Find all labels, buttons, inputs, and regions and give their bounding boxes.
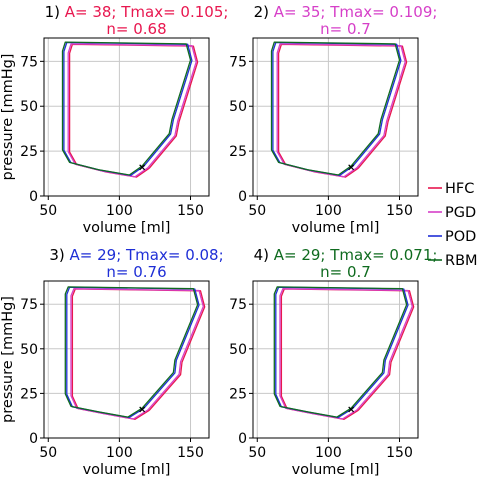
- panel-title-line2: n= 0.76: [106, 263, 166, 281]
- panel-title-params: A= 29; Tmax= 0.08;: [70, 246, 224, 264]
- panel-title-line2: n= 0.7: [320, 263, 371, 281]
- legend-label-rbm: RBM: [445, 253, 478, 269]
- y-tick-label: 0: [238, 189, 247, 205]
- series-line-pgd: [279, 288, 413, 420]
- series-line-rbm: [64, 286, 199, 418]
- panel-title-prefix: 3): [49, 246, 69, 264]
- y-tick-label: 75: [20, 297, 38, 313]
- x-tick-label: 100: [106, 203, 133, 219]
- y-tick-label: 0: [29, 431, 38, 447]
- series-line-hfc: [68, 43, 199, 178]
- marker-x: [139, 406, 146, 413]
- axes-frame: [43, 37, 210, 197]
- y-tick-label: 25: [229, 144, 247, 160]
- y-axis-label: pressure [mmHg]: [0, 54, 16, 181]
- y-tick-label: 25: [20, 386, 38, 402]
- y-tick-label: 25: [229, 386, 247, 402]
- series-line-pod: [275, 286, 409, 419]
- y-tick-label: 75: [229, 54, 247, 70]
- series-line-rbm: [61, 41, 192, 176]
- x-tick-label: 50: [39, 445, 57, 461]
- chart-panel-1: 50 100 150 0 25 50 75 volume [ml] pressure [mmHg…: [0, 3, 228, 236]
- marker-x: [348, 406, 355, 413]
- chart-panel-4: 50 100 150 0 25 50 75 volume [ml] 4) A= 29; Tmax…: [229, 246, 437, 477]
- series-line-pgd: [70, 288, 204, 420]
- x-axis-label: volume [ml]: [83, 462, 171, 477]
- panel-title-prefix: 2): [254, 3, 274, 21]
- panel-title-prefix: 1): [45, 3, 65, 21]
- x-tick-label: 150: [386, 203, 413, 219]
- x-axis-label: volume [ml]: [292, 220, 380, 236]
- panel-title: 1) A= 38; Tmax= 0.105;: [45, 3, 229, 21]
- y-axis-label: pressure [mmHg]: [0, 296, 16, 423]
- marker-x: [139, 164, 146, 171]
- y-tick-label: 50: [20, 342, 38, 358]
- series-line-pod: [66, 286, 200, 419]
- y-tick-label: 50: [229, 342, 247, 358]
- x-tick-label: 100: [315, 445, 342, 461]
- series-line-pod: [63, 41, 193, 177]
- panel-title: 2) A= 35; Tmax= 0.109;: [254, 3, 438, 21]
- y-tick-label: 75: [229, 297, 247, 313]
- x-axis-label: volume [ml]: [292, 462, 380, 477]
- x-tick-label: 100: [106, 445, 133, 461]
- panel-title-params: A= 29; Tmax= 0.071;: [274, 246, 438, 264]
- x-tick-label: 50: [248, 445, 266, 461]
- y-tick-label: 25: [20, 144, 38, 160]
- x-tick-label: 50: [248, 203, 266, 219]
- series-line-hfc: [71, 288, 206, 420]
- x-tick-label: 150: [177, 203, 204, 219]
- axes-frame: [43, 280, 210, 439]
- y-tick-label: 0: [238, 431, 247, 447]
- panel-title: 3) A= 29; Tmax= 0.08;: [49, 246, 223, 264]
- panel-title-prefix: 4): [254, 246, 274, 264]
- series-line-rbm: [273, 286, 408, 418]
- legend-label-pod: POD: [445, 229, 476, 245]
- panel-title-params: A= 35; Tmax= 0.109;: [274, 3, 438, 21]
- series-line-pod: [272, 41, 402, 177]
- legend-label-pgd: PGD: [445, 205, 476, 221]
- panel-title-line2: n= 0.7: [320, 20, 371, 38]
- legend: HFC PGD POD RBM: [428, 181, 478, 269]
- chart-panel-2: 50 100 150 0 25 50 75 volume [ml] 2) A= 35; Tmax…: [229, 3, 437, 236]
- y-tick-label: 50: [20, 99, 38, 115]
- x-tick-label: 100: [315, 203, 342, 219]
- chart-panel-3: 50 100 150 0 25 50 75 volume [ml] pressure [mmHg…: [0, 246, 224, 477]
- axes-frame: [252, 37, 419, 197]
- panel-title-params: A= 38; Tmax= 0.105;: [65, 3, 229, 21]
- marker-x: [348, 164, 355, 171]
- x-tick-label: 150: [177, 445, 204, 461]
- axes-frame: [252, 280, 419, 439]
- series-line-pgd: [67, 43, 197, 178]
- x-tick-label: 150: [386, 445, 413, 461]
- x-axis-label: volume [ml]: [83, 220, 171, 236]
- y-tick-label: 50: [229, 99, 247, 115]
- series-line-pgd: [276, 43, 406, 178]
- series-line-rbm: [270, 41, 401, 176]
- y-tick-label: 0: [29, 189, 38, 205]
- panel-title-line2: n= 0.68: [106, 20, 166, 38]
- series-line-hfc: [280, 288, 415, 420]
- legend-label-hfc: HFC: [445, 181, 474, 197]
- y-tick-label: 75: [20, 54, 38, 70]
- x-tick-label: 50: [39, 203, 57, 219]
- series-line-hfc: [277, 43, 408, 178]
- panel-title: 4) A= 29; Tmax= 0.071;: [254, 246, 438, 264]
